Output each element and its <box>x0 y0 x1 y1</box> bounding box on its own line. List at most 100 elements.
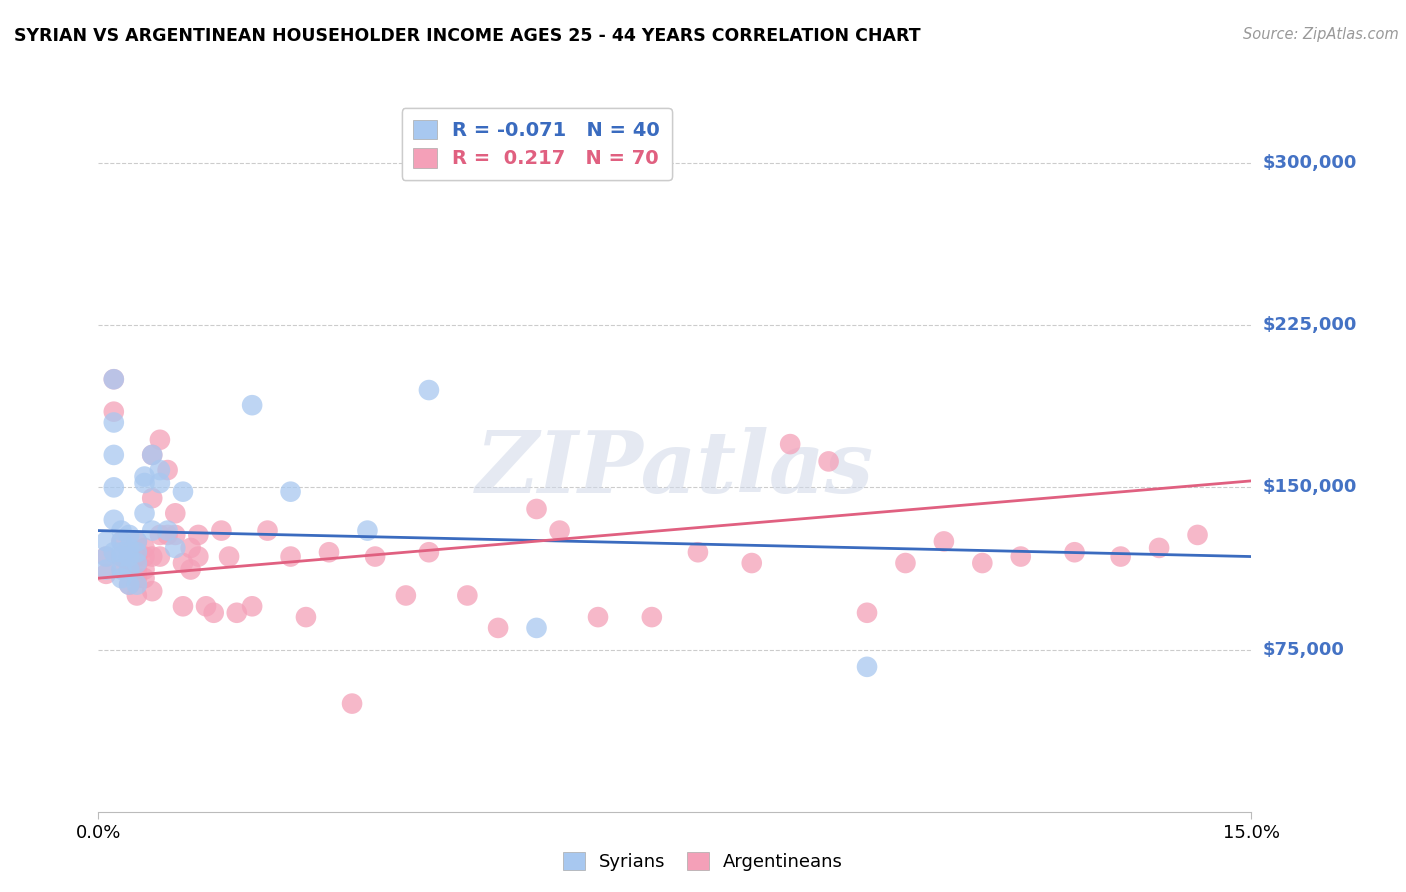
Point <box>118 562 141 576</box>
Point <box>118 545 141 559</box>
Point <box>118 528 141 542</box>
Point <box>134 469 156 483</box>
Point <box>172 484 194 499</box>
Point <box>526 502 548 516</box>
Point <box>395 589 418 603</box>
Point <box>218 549 240 564</box>
Point <box>118 541 141 555</box>
Point <box>1109 549 1132 564</box>
Point <box>134 541 156 555</box>
Point <box>141 584 163 599</box>
Point <box>1147 541 1170 555</box>
Point <box>240 398 263 412</box>
Point <box>318 545 340 559</box>
Point <box>165 506 187 520</box>
Point <box>364 549 387 564</box>
Point <box>118 549 141 564</box>
Point <box>125 577 148 591</box>
Point <box>526 621 548 635</box>
Point <box>103 513 125 527</box>
Point <box>156 528 179 542</box>
Point <box>187 549 209 564</box>
Point <box>1187 528 1209 542</box>
Point <box>149 528 172 542</box>
Point <box>356 524 378 538</box>
Point <box>110 549 132 564</box>
Point <box>103 416 125 430</box>
Legend: Syrians, Argentineans: Syrians, Argentineans <box>555 845 851 879</box>
Point <box>103 545 125 559</box>
Point <box>295 610 318 624</box>
Text: $150,000: $150,000 <box>1263 478 1357 496</box>
Text: $225,000: $225,000 <box>1263 316 1357 334</box>
Point <box>586 610 609 624</box>
Point <box>134 562 156 576</box>
Point <box>141 448 163 462</box>
Point <box>118 562 141 576</box>
Point <box>110 534 132 549</box>
Point <box>110 549 132 564</box>
Point <box>456 589 478 603</box>
Point <box>94 549 117 564</box>
Point <box>340 697 363 711</box>
Point <box>94 534 117 549</box>
Point <box>686 545 709 559</box>
Point <box>172 556 194 570</box>
Point <box>1010 549 1032 564</box>
Point <box>118 577 141 591</box>
Point <box>1063 545 1085 559</box>
Point <box>856 606 879 620</box>
Point <box>548 524 571 538</box>
Point <box>209 524 232 538</box>
Point <box>125 589 148 603</box>
Point <box>125 562 148 576</box>
Point <box>118 556 141 570</box>
Point <box>125 534 148 549</box>
Point <box>125 534 148 549</box>
Point <box>134 506 156 520</box>
Point <box>110 545 132 559</box>
Point <box>641 610 664 624</box>
Point <box>225 606 247 620</box>
Point <box>256 524 278 538</box>
Text: $300,000: $300,000 <box>1263 154 1357 172</box>
Point <box>103 405 125 419</box>
Point <box>103 372 125 386</box>
Point <box>779 437 801 451</box>
Text: SYRIAN VS ARGENTINEAN HOUSEHOLDER INCOME AGES 25 - 44 YEARS CORRELATION CHART: SYRIAN VS ARGENTINEAN HOUSEHOLDER INCOME… <box>14 27 921 45</box>
Point <box>741 556 763 570</box>
Point <box>94 562 117 576</box>
Point <box>172 599 194 614</box>
Point <box>118 577 141 591</box>
Point <box>894 556 917 570</box>
Point <box>180 541 202 555</box>
Point <box>141 549 163 564</box>
Point <box>932 534 955 549</box>
Point <box>195 599 218 614</box>
Point <box>110 571 132 585</box>
Point <box>110 534 132 549</box>
Point <box>110 562 132 576</box>
Point <box>141 491 163 505</box>
Point <box>134 549 156 564</box>
Point <box>972 556 994 570</box>
Point <box>156 463 179 477</box>
Point <box>125 571 148 585</box>
Text: $75,000: $75,000 <box>1263 640 1344 658</box>
Point <box>134 571 156 585</box>
Point <box>418 545 440 559</box>
Point <box>240 599 263 614</box>
Point <box>149 463 172 477</box>
Point <box>134 476 156 491</box>
Point <box>280 549 302 564</box>
Point <box>149 549 172 564</box>
Point <box>103 480 125 494</box>
Point <box>149 433 172 447</box>
Point <box>180 562 202 576</box>
Point <box>141 524 163 538</box>
Point <box>418 383 440 397</box>
Point <box>156 524 179 538</box>
Point <box>856 660 879 674</box>
Point <box>125 556 148 570</box>
Point <box>110 562 132 576</box>
